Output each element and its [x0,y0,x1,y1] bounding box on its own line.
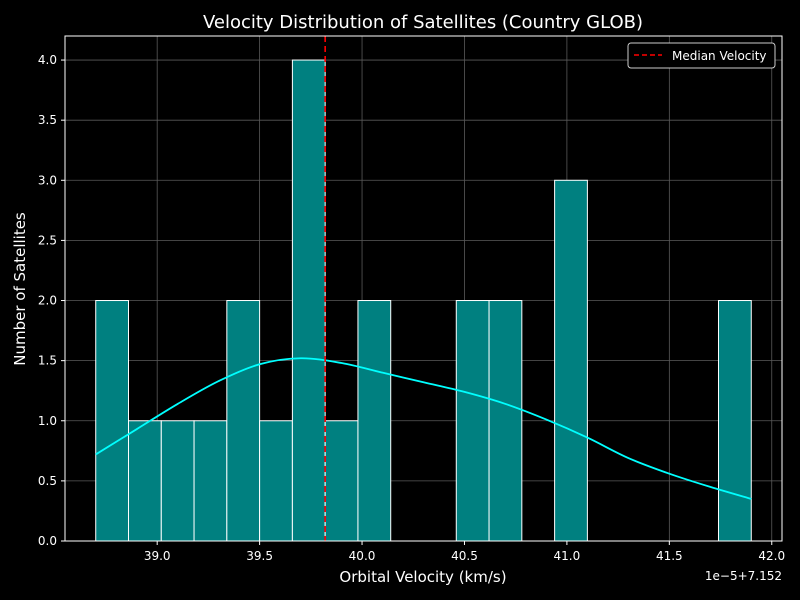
x-tick-label: 41.5 [656,549,683,563]
x-tick-label: 42.0 [758,549,785,563]
y-tick-label: 4.0 [38,53,57,67]
x-tick-label: 40.5 [451,549,478,563]
histogram-bar [95,300,130,542]
y-tick-label: 1.5 [38,354,57,368]
kde-group [95,357,752,500]
bars-group [95,59,752,542]
y-tick-label: 3.5 [38,113,57,127]
histogram-bar [259,420,293,542]
histogram-bar [455,300,490,542]
legend: Median Velocity [627,42,776,69]
y-axis-label: Number of Satellites [11,212,29,366]
kde-curve [95,357,752,500]
y-tick-label: 2.0 [38,294,57,308]
legend-median-label: Median Velocity [672,49,767,63]
y-tick-label: 0.5 [38,474,57,488]
legend-box [627,42,776,69]
y-tick-label: 1.0 [38,414,57,428]
y-tick-label: 3.0 [38,173,57,187]
x-tick-label: 39.0 [144,549,171,563]
x-tick-label: 41.0 [554,549,581,563]
histogram-bar [160,420,195,542]
x-axis-offset-text: 1e−5+7.152 [705,569,782,583]
x-tick-label: 39.5 [246,549,273,563]
y-tick-label: 2.5 [38,233,57,247]
histogram-bar [357,300,392,542]
histogram-bar [128,420,162,542]
axis-ticks: 39.0 39.5 40.0 40.5 41.0 41.5 42.0 0.0 0.5 1.0 1.5… [38,53,785,563]
histogram-bar [488,300,523,542]
y-tick-label: 0.0 [38,534,57,548]
histogram-bar [291,59,326,542]
histogram-bar [226,300,261,542]
histogram-bar [193,420,228,542]
x-tick-label: 40.0 [349,549,376,563]
histogram-bar [324,420,359,542]
x-axis-label: Orbital Velocity (km/s) [339,568,506,586]
chart-title: Velocity Distribution of Satellites (Cou… [203,12,643,33]
plot-frame [64,35,783,542]
histogram-bar [554,179,588,542]
histogram-bar [717,300,752,542]
